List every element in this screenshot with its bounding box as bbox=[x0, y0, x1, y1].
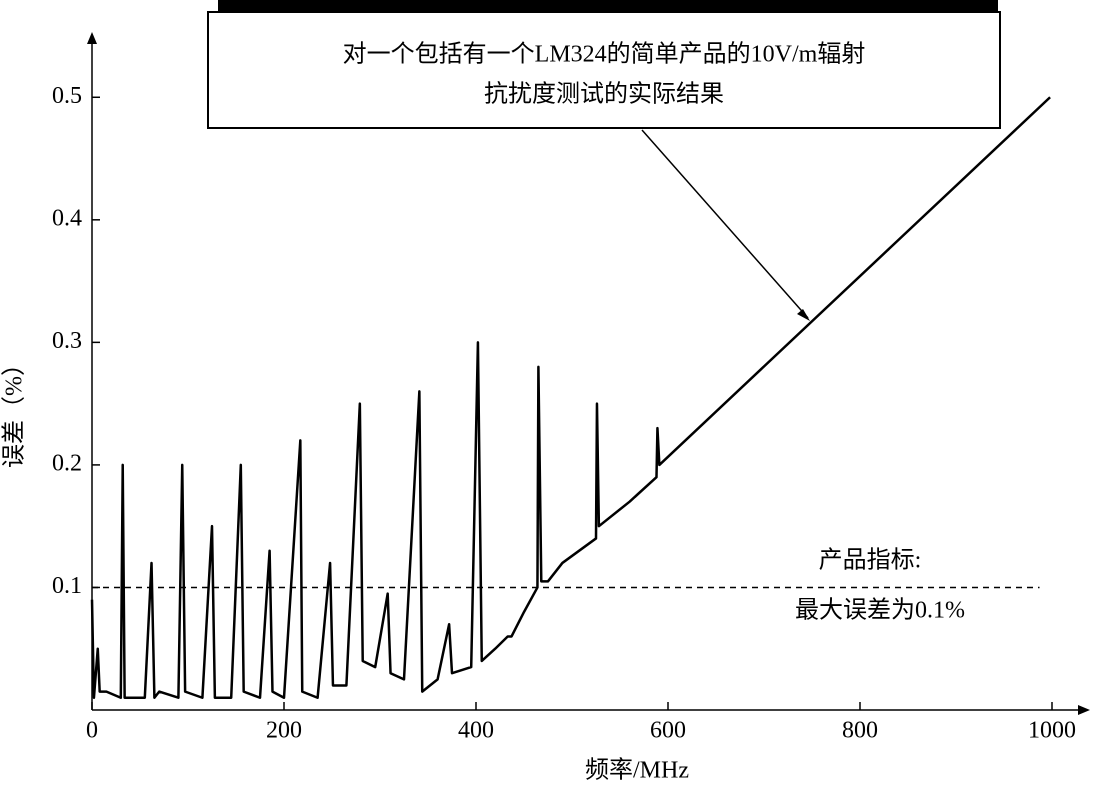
annotation-line: 抗扰度测试的实际结果 bbox=[484, 81, 724, 108]
annotation-arrow bbox=[641, 129, 809, 319]
x-axis-label: 频率/MHz bbox=[585, 757, 689, 784]
arrow-head bbox=[797, 309, 810, 321]
x-tick-label: 400 bbox=[458, 718, 494, 744]
y-tick-label: 0.1 bbox=[52, 573, 82, 599]
y-tick-label: 0.2 bbox=[52, 450, 82, 476]
x-tick-label: 800 bbox=[842, 718, 878, 744]
x-tick-label: 0 bbox=[86, 718, 98, 744]
x-tick-label: 1000 bbox=[1028, 718, 1076, 744]
annotation-line: 对一个包括有一个LM324的简单产品的10V/m辐射 bbox=[343, 41, 866, 68]
y-tick-label: 0.3 bbox=[52, 328, 82, 354]
box-shadow bbox=[218, 0, 998, 14]
x-tick-label: 600 bbox=[650, 718, 686, 744]
x-arrow bbox=[1078, 705, 1090, 715]
y-tick-label: 0.5 bbox=[52, 83, 82, 109]
y-axis-label: 误差（%） bbox=[1, 352, 28, 468]
x-tick-label: 200 bbox=[266, 718, 302, 744]
y-tick-label: 0.4 bbox=[52, 205, 82, 231]
spec-label: 产品指标: bbox=[819, 547, 922, 574]
y-arrow bbox=[87, 32, 97, 44]
annotation-box bbox=[207, 11, 1001, 129]
data-line bbox=[90, 96, 1051, 699]
spec-label: 最大误差为0.1% bbox=[795, 597, 965, 624]
